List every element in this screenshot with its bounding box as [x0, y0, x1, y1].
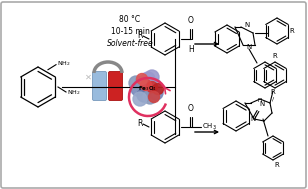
FancyBboxPatch shape	[1, 2, 306, 188]
Text: 10-15 min: 10-15 min	[111, 28, 149, 36]
Circle shape	[148, 91, 160, 102]
Text: R: R	[271, 89, 275, 95]
Text: NH$_2$: NH$_2$	[57, 59, 71, 68]
Circle shape	[140, 80, 152, 91]
Text: N: N	[259, 101, 265, 107]
Text: CH$_3$: CH$_3$	[202, 122, 217, 132]
Circle shape	[133, 92, 147, 106]
Circle shape	[141, 72, 155, 86]
FancyBboxPatch shape	[92, 71, 107, 101]
Text: Solvent-free: Solvent-free	[107, 40, 153, 49]
Text: N: N	[244, 22, 249, 28]
Circle shape	[129, 76, 143, 90]
Circle shape	[147, 78, 161, 92]
Circle shape	[143, 90, 157, 104]
Text: R: R	[138, 119, 143, 128]
Text: N: N	[246, 44, 252, 50]
Text: ✕: ✕	[84, 73, 91, 81]
Text: O: O	[188, 104, 194, 113]
Text: O: O	[188, 16, 194, 25]
Text: H: H	[188, 45, 194, 54]
Text: R: R	[275, 162, 279, 168]
FancyBboxPatch shape	[108, 71, 123, 101]
Text: 80 °C: 80 °C	[120, 15, 140, 25]
Circle shape	[145, 70, 159, 84]
Text: NH$_2$: NH$_2$	[67, 89, 80, 98]
Circle shape	[152, 84, 164, 94]
Circle shape	[149, 86, 163, 100]
Text: R: R	[289, 28, 294, 34]
Circle shape	[135, 76, 149, 90]
Text: Fe$_3$O$_4$: Fe$_3$O$_4$	[138, 84, 158, 93]
Circle shape	[137, 88, 151, 102]
Circle shape	[131, 82, 145, 96]
Circle shape	[147, 81, 157, 92]
Circle shape	[136, 74, 148, 84]
Text: R: R	[138, 30, 143, 40]
Text: R: R	[273, 53, 278, 59]
Text: N: N	[250, 116, 256, 122]
Text: H: H	[258, 98, 262, 104]
Text: /: /	[272, 97, 274, 101]
